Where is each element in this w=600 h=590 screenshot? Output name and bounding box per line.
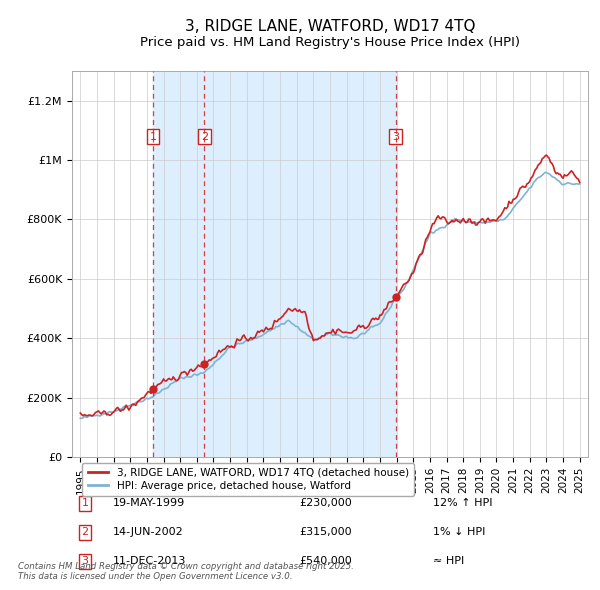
Bar	[153, 71, 205, 457]
Text: £315,000: £315,000	[299, 527, 352, 537]
Text: 11-DEC-2013: 11-DEC-2013	[113, 556, 187, 566]
Legend: 3, RIDGE LANE, WATFORD, WD17 4TQ (detached house), HPI: Average price, detached : 3, RIDGE LANE, WATFORD, WD17 4TQ (detach…	[82, 463, 414, 496]
Text: Contains HM Land Registry data © Crown copyright and database right 2025.
This d: Contains HM Land Registry data © Crown c…	[18, 562, 354, 581]
Text: 1: 1	[149, 132, 157, 142]
Text: 1: 1	[82, 499, 88, 509]
Text: ≈ HPI: ≈ HPI	[433, 556, 464, 566]
Text: £230,000: £230,000	[299, 499, 352, 509]
Text: 3, RIDGE LANE, WATFORD, WD17 4TQ: 3, RIDGE LANE, WATFORD, WD17 4TQ	[185, 19, 475, 34]
Text: 19-MAY-1999: 19-MAY-1999	[113, 499, 185, 509]
Text: £540,000: £540,000	[299, 556, 352, 566]
Bar	[205, 71, 396, 457]
Text: 3: 3	[82, 556, 88, 566]
Text: 2: 2	[82, 527, 88, 537]
Text: 12% ↑ HPI: 12% ↑ HPI	[433, 499, 493, 509]
Text: 2: 2	[201, 132, 208, 142]
Text: 1% ↓ HPI: 1% ↓ HPI	[433, 527, 485, 537]
Text: Price paid vs. HM Land Registry's House Price Index (HPI): Price paid vs. HM Land Registry's House …	[140, 36, 520, 49]
Text: 14-JUN-2002: 14-JUN-2002	[113, 527, 184, 537]
Text: 3: 3	[392, 132, 399, 142]
